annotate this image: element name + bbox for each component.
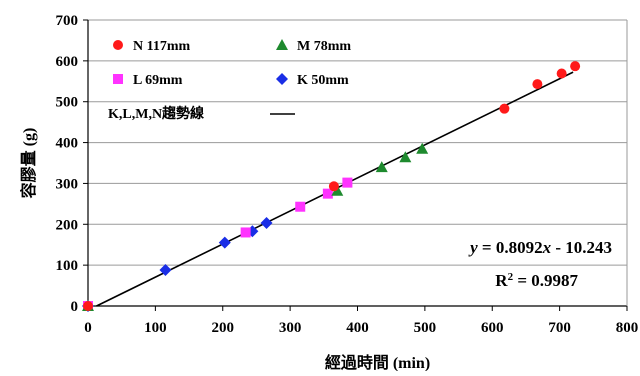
data-points xyxy=(82,61,581,312)
equation-y-symbol: y xyxy=(468,238,478,257)
equation-x-symbol: x xyxy=(542,238,552,257)
y-axis-title: 容膠量 (g) xyxy=(19,128,38,200)
point-n-4 xyxy=(556,68,567,79)
point-m-3 xyxy=(399,151,412,163)
legend-marker-m xyxy=(276,39,288,50)
legend-label-l: L 69mm xyxy=(133,73,183,88)
point-n-1 xyxy=(328,181,339,192)
r-squared-exponent: 2 xyxy=(508,271,514,283)
point-k-1 xyxy=(159,264,172,277)
r-squared: R2 = 0.9987 xyxy=(495,271,578,290)
y-tick-label-300: 300 xyxy=(56,176,79,192)
grid-lines xyxy=(88,19,627,266)
legend-marker-k xyxy=(276,73,288,85)
point-n-0 xyxy=(83,301,93,311)
legend-label-n: N 117mm xyxy=(133,39,191,54)
x-tick-label-0: 0 xyxy=(84,320,92,336)
x-tick-label-600: 600 xyxy=(481,320,504,336)
legend-label-trendline: K,L,M,N趨勢線 xyxy=(108,105,204,122)
y-tick-label-0: 0 xyxy=(71,299,79,315)
x-tick-label-200: 200 xyxy=(212,320,235,336)
legend-label-m: M 78mm xyxy=(297,39,351,54)
y-tick-label-100: 100 xyxy=(56,258,79,274)
point-l-1 xyxy=(240,227,251,238)
axis-labels: 經過時間 (min) 容膠量 (g) xyxy=(19,128,430,372)
point-n-2 xyxy=(499,103,510,114)
point-n-3 xyxy=(532,79,543,90)
x-tick-label-500: 500 xyxy=(414,320,437,336)
equation-slope: = 0.8092 xyxy=(478,238,543,257)
x-tick-label-700: 700 xyxy=(548,320,571,336)
y-tick-label-400: 400 xyxy=(56,136,79,152)
r-squared-symbol: R xyxy=(495,271,508,290)
point-k-4 xyxy=(260,217,273,230)
plot-background xyxy=(88,20,627,306)
legend-label-k: K 50mm xyxy=(297,73,349,88)
point-l-2 xyxy=(295,201,306,212)
legend: N 117mm M 78mm L 69mm K 50mm K,L,M,N趨勢線 xyxy=(108,39,351,122)
regression-equation: y = 0.8092x - 10.243 xyxy=(468,238,612,257)
x-tick-label-100: 100 xyxy=(144,320,167,336)
r-squared-value: = 0.9987 xyxy=(513,271,578,290)
y-tick-label-600: 600 xyxy=(56,54,79,70)
x-tick-label-300: 300 xyxy=(279,320,302,336)
axes: 0 100 200 300 400 500 600 700 0 100 200 300 400 500 60… xyxy=(56,13,639,336)
plot-area xyxy=(88,20,627,306)
x-axis-title: 經過時間 (min) xyxy=(325,353,430,371)
equation-intercept: - 10.243 xyxy=(551,238,612,257)
point-k-2 xyxy=(218,236,231,249)
y-tick-label-200: 200 xyxy=(56,217,79,233)
point-l-4 xyxy=(342,177,353,188)
point-n-5 xyxy=(570,61,581,72)
series-n xyxy=(83,61,581,311)
y-tick-label-700: 700 xyxy=(56,13,79,29)
x-tick-label-800: 800 xyxy=(616,320,639,336)
x-tick-label-400: 400 xyxy=(346,320,369,336)
point-m-2 xyxy=(375,161,388,173)
point-l-3 xyxy=(322,188,333,199)
legend-marker-l xyxy=(113,74,123,84)
legend-marker-n xyxy=(113,40,123,50)
y-tick-label-500: 500 xyxy=(56,95,79,111)
point-m-1 xyxy=(331,184,344,196)
point-m-4 xyxy=(416,142,429,154)
regression-annotation: y = 0.8092x - 10.243 R2 = 0.9987 xyxy=(468,238,612,290)
